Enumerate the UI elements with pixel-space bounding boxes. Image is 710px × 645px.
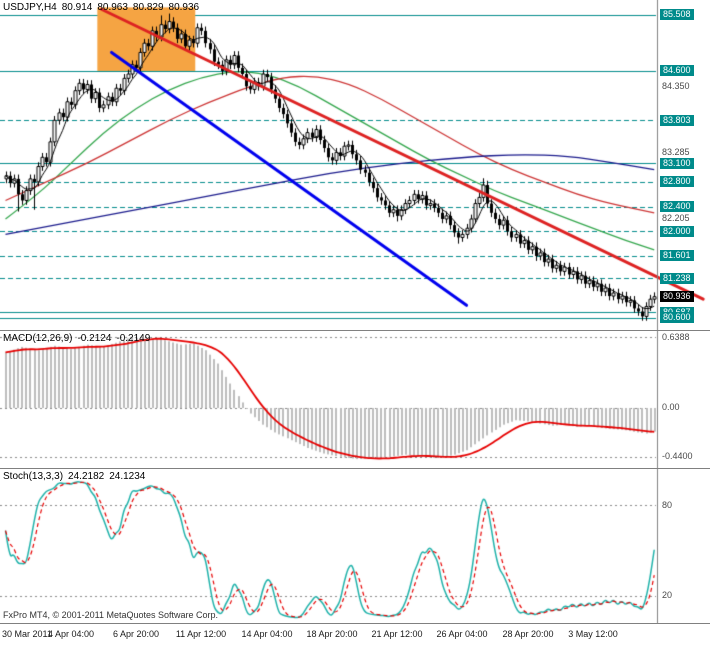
macd-title: MACD(12,26,9) -0.2124 -0.2149 [3, 333, 155, 344]
level-price-label: 83.803 [660, 115, 694, 126]
macd-scale[interactable]: 0.6388 0.00 -0.4400 [658, 331, 710, 468]
time-axis-label: 11 Apr 12:00 [175, 629, 227, 639]
scale-price-label: 82.205 [662, 213, 690, 223]
level-price-label: 81.601 [660, 250, 694, 261]
quote-close: 80.936 [168, 2, 200, 13]
time-axis-label: 6 Apr 20:00 [112, 629, 160, 639]
time-axis-label: 4 Apr 04:00 [47, 629, 95, 639]
macd-scale-label: 0.6388 [662, 332, 690, 342]
macd-value-main: -0.2124 [77, 333, 112, 344]
current-price-label: 80.936 [660, 291, 694, 302]
stoch-value-signal: 24.1234 [109, 471, 146, 482]
time-axis-label: 26 Apr 04:00 [436, 629, 488, 639]
stoch-scale-label: 20 [662, 590, 673, 600]
time-axis[interactable]: 30 Mar 2011 4 Apr 04:00 6 Apr 20:00 11 Apr … [0, 624, 710, 645]
stoch-scale[interactable]: 80 20 [658, 469, 710, 623]
quote-high: 80.963 [97, 2, 128, 13]
quote-low: 80.829 [132, 2, 164, 13]
level-price-label: 82.000 [660, 226, 694, 237]
price-chart-canvas[interactable] [0, 0, 710, 330]
time-axis-label: 18 Apr 20:00 [306, 629, 358, 639]
stoch-scale-label: 80 [662, 500, 673, 510]
time-axis-label: 21 Apr 12:00 [371, 629, 423, 639]
time-axis-label: 30 Mar 2011 [2, 629, 52, 639]
level-price-label: 83.100 [660, 158, 694, 169]
stoch-value-main: 24.2182 [68, 471, 105, 482]
price-scale[interactable]: 84.350 83.285 82.205 85.508 84.600 83.803 83.1… [658, 0, 710, 330]
stoch-title: Stoch(13,3,3) 24.2182 24.1234 [3, 471, 150, 482]
time-axis-label: 28 Apr 20:00 [502, 629, 554, 639]
macd-name: MACD(12,26,9) [3, 333, 73, 344]
level-price-label: 80.600 [660, 312, 694, 323]
quote-open: 80.914 [61, 2, 93, 13]
level-price-label: 82.800 [660, 176, 694, 187]
stochastic-indicator-panel: Stoch(13,3,3) 24.2182 24.1234 FxPro MT4, ©… [0, 469, 710, 624]
price-chart-panel: USDJPY,H4 80.914 80.963 80.829 80.936 84.350… [0, 0, 710, 331]
chart-title: USDJPY,H4 80.914 80.963 80.829 80.936 [3, 2, 204, 13]
copyright-text: FxPro MT4, © 2001-2011 MetaQuotes Softwa… [3, 610, 219, 620]
level-price-label: 84.600 [660, 65, 694, 76]
time-axis-label: 14 Apr 04:00 [241, 629, 293, 639]
scale-price-label: 84.350 [662, 81, 690, 91]
scale-price-label: 83.285 [662, 147, 690, 157]
macd-scale-label: -0.4400 [662, 451, 693, 461]
chart-symbol-period: USDJPY,H4 [3, 2, 57, 13]
stochastic-canvas[interactable] [0, 469, 710, 623]
level-price-label: 82.400 [660, 201, 694, 212]
macd-value-signal: -0.2149 [116, 333, 151, 344]
stoch-name: Stoch(13,3,3) [3, 471, 64, 482]
macd-canvas[interactable] [0, 331, 710, 468]
level-price-label: 81.238 [660, 273, 694, 284]
macd-scale-label: 0.00 [662, 402, 680, 412]
time-axis-label: 3 May 12:00 [568, 629, 618, 639]
macd-indicator-panel: MACD(12,26,9) -0.2124 -0.2149 0.6388 0.00 -0… [0, 331, 710, 469]
level-price-label: 85.508 [660, 9, 694, 20]
